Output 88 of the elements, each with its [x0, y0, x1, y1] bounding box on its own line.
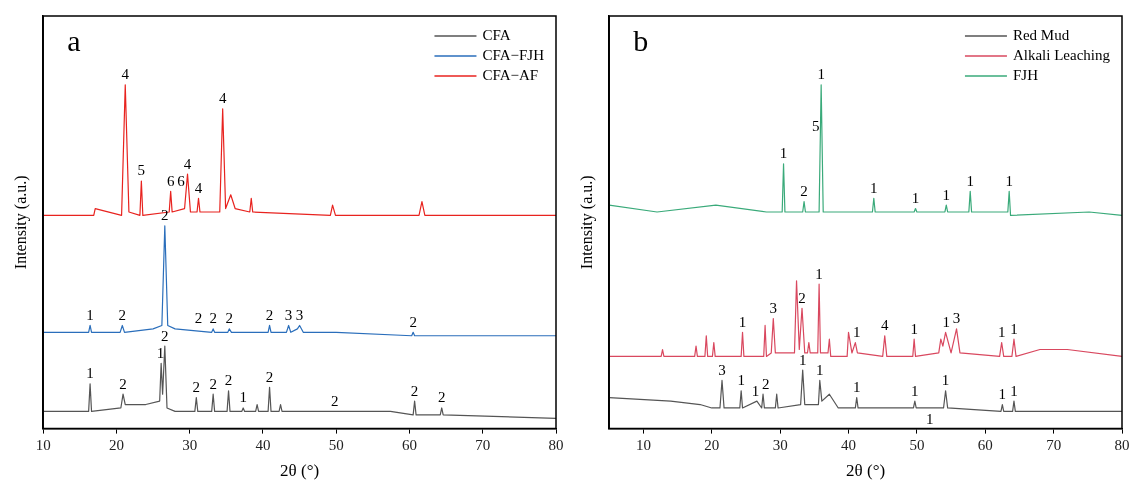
annotation: 3: [718, 361, 726, 378]
annotation: 2: [800, 183, 808, 200]
annotation: 1: [816, 361, 824, 378]
annotation: 1: [966, 172, 974, 189]
annotation: 4: [880, 317, 889, 334]
annotation: 1: [815, 265, 823, 282]
y-axis-title: Intensity (a.u.): [577, 175, 596, 270]
annotation: 1: [751, 382, 760, 399]
x-tick-label: 40: [255, 436, 271, 453]
annotation: 6: [166, 172, 175, 189]
annotation: 2: [209, 375, 217, 392]
legend-label: Alkali Leaching: [1012, 46, 1111, 63]
legend-label: Red Mud: [1012, 26, 1070, 43]
annotation: 1: [156, 344, 165, 361]
x-tick-label: 80: [548, 436, 564, 453]
legend-label: CFA−AF: [482, 66, 539, 83]
annotation: 2: [192, 379, 201, 396]
annotation: 2: [762, 375, 770, 392]
chart-title: a: [67, 23, 81, 57]
annotation: 2: [118, 306, 127, 323]
x-tick-label: 70: [1046, 436, 1062, 453]
annotation: 4: [121, 66, 130, 83]
x-tick-label: 10: [35, 436, 51, 453]
x-tick-label: 60: [401, 436, 417, 453]
annotation: 2: [410, 382, 419, 399]
legend-label: CFA−FJH: [482, 46, 545, 63]
annotation: 1: [852, 379, 861, 396]
x-tick-label: 40: [841, 436, 857, 453]
legend-label: FJH: [1012, 66, 1039, 83]
annotation: 6: [177, 172, 186, 189]
annotation: 4: [194, 179, 203, 196]
annotation: 1: [870, 179, 878, 196]
x-tick-label: 10: [635, 436, 651, 453]
legend-label: CFA: [482, 26, 511, 43]
annotation: 1: [852, 324, 861, 341]
x-tick-label: 50: [909, 436, 925, 453]
x-tick-label: 20: [108, 436, 124, 453]
annotation: 2: [265, 368, 274, 385]
annotation: 1: [997, 324, 1006, 341]
annotation: 2: [798, 289, 806, 306]
annotation: 3: [295, 306, 304, 323]
x-tick-label: 20: [704, 436, 720, 453]
annotation: 1: [779, 145, 788, 162]
annotation: 1: [925, 411, 934, 428]
annotation: 1: [738, 313, 747, 330]
annotation: 1: [798, 351, 807, 368]
annotation: 1: [1010, 382, 1018, 399]
annotation: 2: [209, 310, 217, 327]
annotation: 1: [910, 320, 918, 337]
x-tick-label: 50: [328, 436, 344, 453]
annotation: 3: [284, 306, 293, 323]
annotation: 3: [952, 310, 961, 327]
annotation: 2: [194, 310, 203, 327]
x-tick-label: 70: [475, 436, 491, 453]
annotation: 4: [218, 90, 227, 107]
chart-title: b: [633, 23, 649, 57]
annotation: 4: [183, 155, 192, 172]
annotation: 1: [817, 66, 825, 83]
annotation: 1: [239, 389, 247, 406]
annotation: 5: [811, 117, 820, 134]
annotation: 2: [409, 313, 417, 330]
annotation: 5: [137, 162, 146, 179]
annotation: 1: [941, 372, 950, 389]
annotation: 2: [437, 389, 446, 406]
annotation: 1: [737, 372, 745, 389]
annotation: 1: [942, 313, 951, 330]
annotation: 2: [265, 306, 274, 323]
x-tick-label: 30: [772, 436, 788, 453]
annotation: 1: [911, 189, 920, 206]
y-axis-title: Intensity (a.u.): [11, 175, 30, 270]
annotation: 1: [86, 365, 94, 382]
annotation: 2: [224, 372, 233, 389]
annotation: 1: [1010, 320, 1018, 337]
x-tick-label: 80: [1114, 436, 1130, 453]
annotation: 2: [119, 375, 127, 392]
x-axis-title: 2θ (°): [846, 461, 886, 481]
annotation: 3: [769, 300, 778, 317]
annotation: 1: [998, 385, 1007, 402]
annotation: 1: [1005, 172, 1013, 189]
annotation: 1: [942, 186, 951, 203]
annotation: 2: [331, 392, 339, 409]
annotation: 2: [225, 310, 234, 327]
annotation: 1: [86, 306, 94, 323]
annotation: 2: [161, 327, 169, 344]
x-tick-label: 30: [182, 436, 198, 453]
x-axis-title: 2θ (°): [280, 461, 320, 481]
annotation: 1: [911, 382, 919, 399]
x-tick-label: 60: [977, 436, 993, 453]
